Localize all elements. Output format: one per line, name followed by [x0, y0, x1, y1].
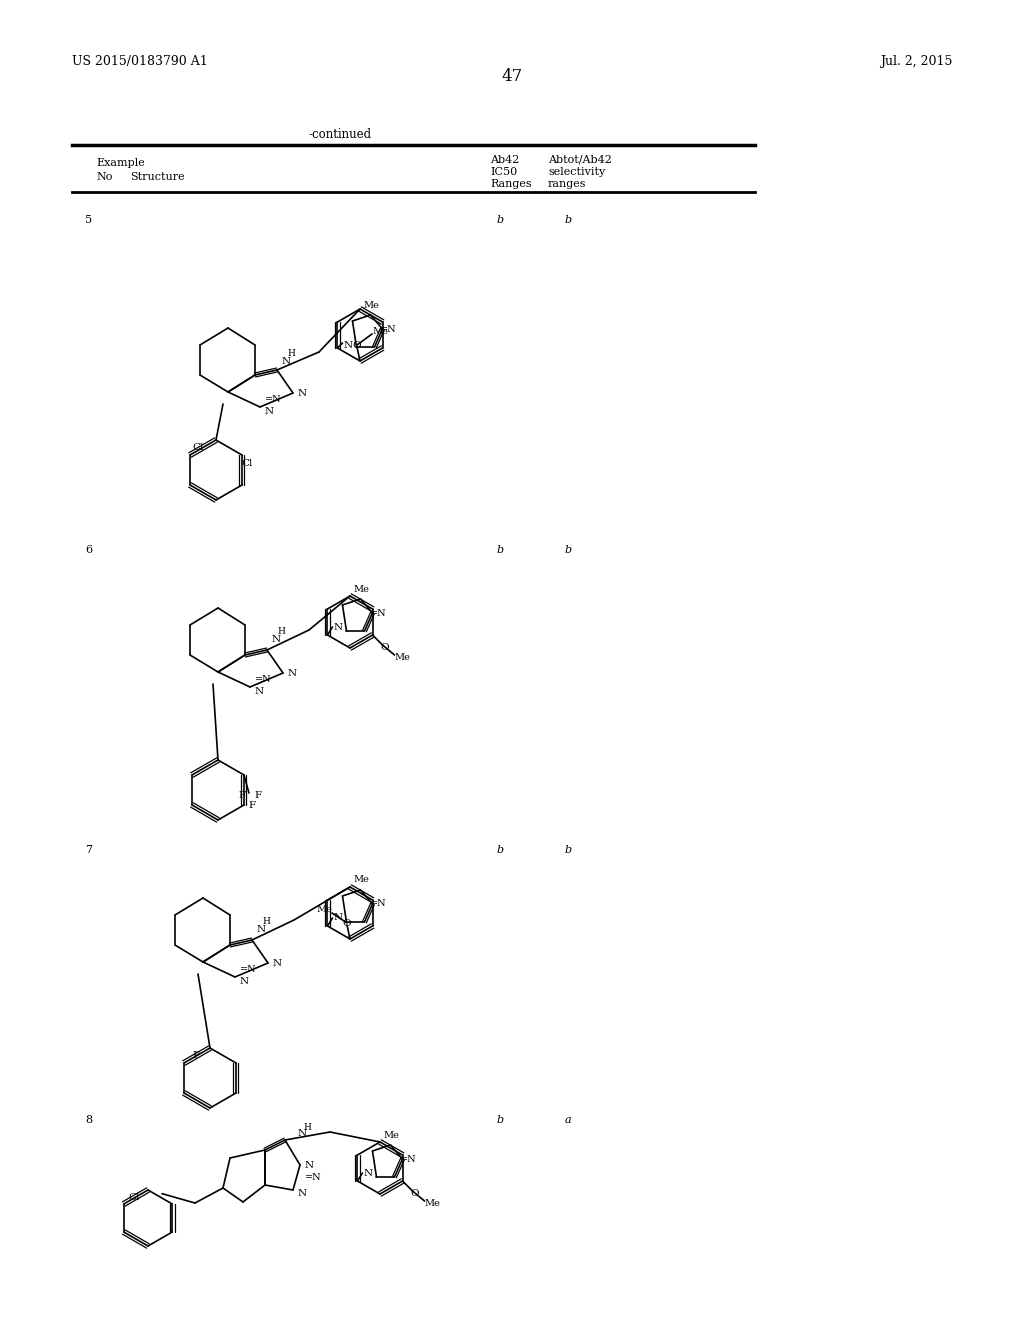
Text: b: b [564, 215, 571, 224]
Text: N: N [304, 1160, 313, 1170]
Text: O: O [380, 643, 389, 652]
Text: Example: Example [96, 158, 144, 168]
Text: Me: Me [425, 1200, 440, 1209]
Text: =N: =N [370, 609, 387, 618]
Text: Structure: Structure [130, 172, 184, 182]
Text: N: N [298, 1130, 307, 1138]
Text: N: N [288, 668, 297, 677]
Text: =N: =N [264, 395, 282, 404]
Text: =N: =N [380, 325, 396, 334]
Text: Cl: Cl [128, 1193, 139, 1203]
Text: N: N [272, 958, 282, 968]
Text: -continued: -continued [308, 128, 372, 141]
Text: Cl: Cl [242, 458, 253, 467]
Text: b: b [564, 545, 571, 554]
Text: No: No [96, 172, 113, 182]
Text: ranges: ranges [548, 180, 587, 189]
Text: F: F [193, 1052, 200, 1060]
Text: 7: 7 [85, 845, 92, 855]
Text: Me: Me [394, 653, 411, 663]
Text: =N: =N [240, 965, 256, 974]
Text: IC50: IC50 [490, 168, 517, 177]
Text: O: O [343, 919, 351, 928]
Text: b: b [497, 1115, 504, 1125]
Text: N: N [334, 913, 343, 923]
Text: F: F [254, 791, 261, 800]
Text: H: H [287, 350, 295, 359]
Text: =N: =N [400, 1155, 417, 1163]
Text: Jul. 2, 2015: Jul. 2, 2015 [880, 55, 952, 69]
Text: 5: 5 [85, 215, 92, 224]
Text: Me: Me [364, 301, 380, 309]
Text: b: b [497, 545, 504, 554]
Text: N: N [334, 623, 343, 631]
Text: N: N [344, 341, 353, 350]
Text: =N: =N [255, 675, 271, 684]
Text: 8: 8 [85, 1115, 92, 1125]
Text: selectivity: selectivity [548, 168, 605, 177]
Text: Ab42: Ab42 [490, 154, 519, 165]
Text: N: N [364, 1168, 373, 1177]
Text: Abtot/Ab42: Abtot/Ab42 [548, 154, 612, 165]
Text: N: N [271, 635, 281, 644]
Text: =N: =N [305, 1172, 322, 1181]
Text: F: F [249, 800, 256, 809]
Text: US 2015/0183790 A1: US 2015/0183790 A1 [72, 55, 208, 69]
Text: N: N [297, 1188, 306, 1197]
Text: Me: Me [353, 875, 370, 884]
Text: b: b [497, 845, 504, 855]
Text: Ranges: Ranges [490, 180, 531, 189]
Text: N: N [256, 925, 265, 935]
Text: a: a [564, 1115, 571, 1125]
Text: Me: Me [384, 1130, 399, 1139]
Text: N: N [264, 408, 273, 417]
Text: O: O [352, 341, 361, 350]
Text: 47: 47 [502, 69, 522, 84]
Text: Cl: Cl [193, 444, 204, 453]
Text: Me: Me [353, 585, 370, 594]
Text: Me: Me [316, 904, 332, 913]
Text: N: N [282, 358, 291, 367]
Text: N: N [240, 978, 249, 986]
Text: b: b [497, 215, 504, 224]
Text: H: H [278, 627, 285, 636]
Text: Me: Me [372, 326, 388, 335]
Text: F: F [239, 791, 246, 800]
Text: N: N [297, 388, 306, 397]
Text: b: b [564, 845, 571, 855]
Text: H: H [303, 1123, 311, 1133]
Text: 6: 6 [85, 545, 92, 554]
Text: =N: =N [370, 899, 387, 908]
Text: O: O [411, 1188, 419, 1197]
Text: H: H [262, 917, 270, 927]
Text: N: N [254, 688, 263, 697]
